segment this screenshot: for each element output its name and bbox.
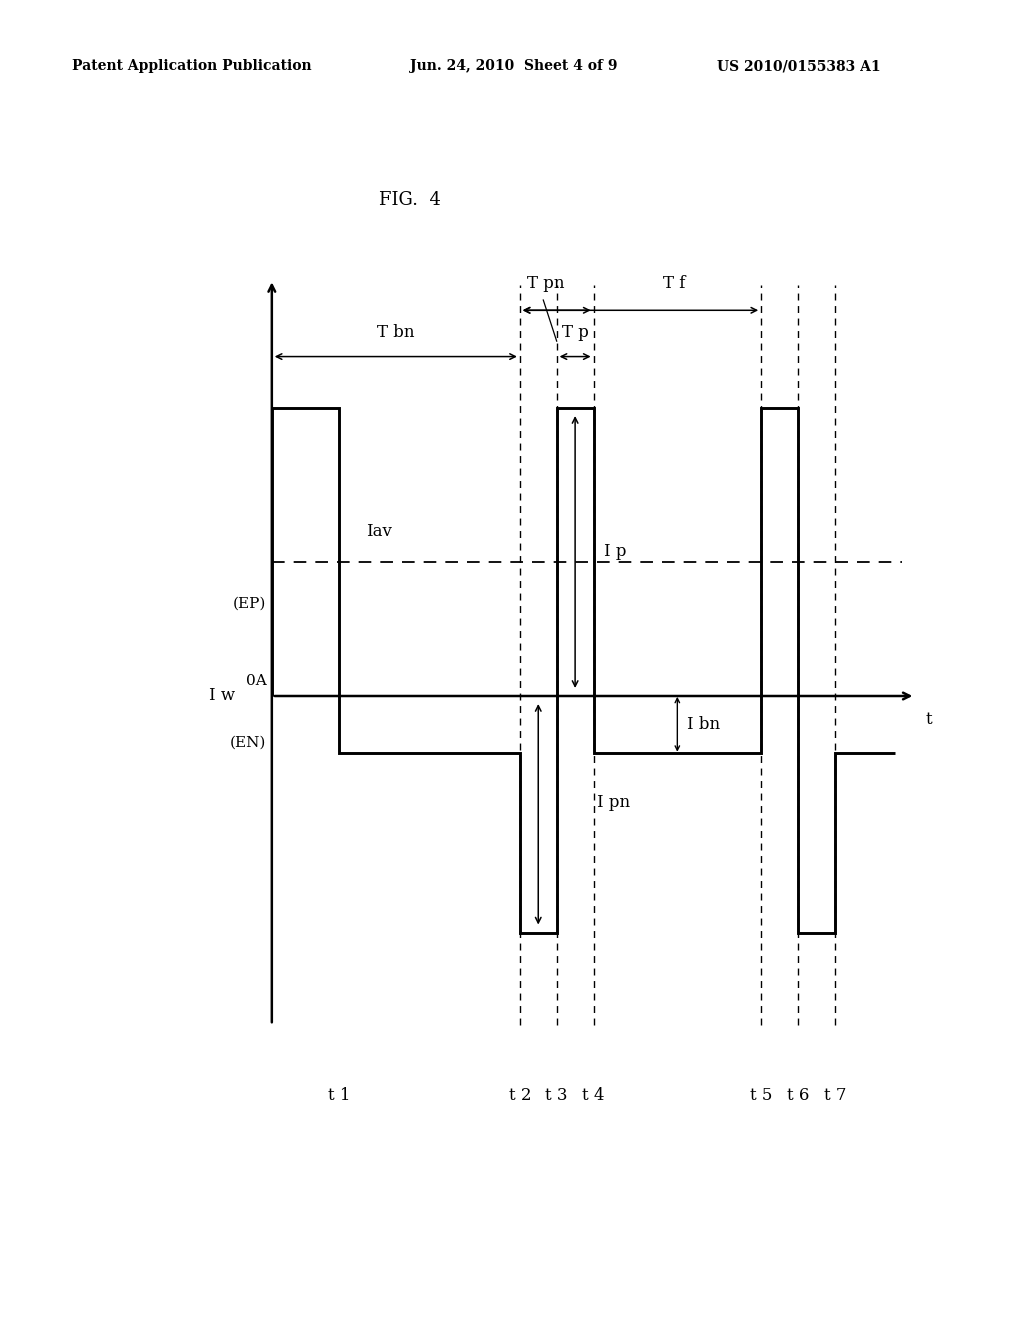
Text: US 2010/0155383 A1: US 2010/0155383 A1	[717, 59, 881, 74]
Text: I p: I p	[603, 544, 626, 561]
Text: t 3: t 3	[546, 1086, 568, 1104]
Text: Jun. 24, 2010  Sheet 4 of 9: Jun. 24, 2010 Sheet 4 of 9	[410, 59, 617, 74]
Text: I w: I w	[209, 688, 234, 705]
Text: T bn: T bn	[377, 325, 415, 341]
Text: (EP): (EP)	[233, 597, 266, 610]
Text: t 4: t 4	[583, 1086, 605, 1104]
Text: I bn: I bn	[687, 715, 721, 733]
Text: FIG.  4: FIG. 4	[379, 191, 440, 210]
Text: t 6: t 6	[786, 1086, 809, 1104]
Text: T p: T p	[562, 325, 589, 341]
Text: 0A: 0A	[246, 673, 266, 688]
Text: t: t	[926, 711, 932, 729]
Text: T f: T f	[663, 275, 685, 292]
Text: T pn: T pn	[526, 275, 564, 292]
Text: t 2: t 2	[509, 1086, 531, 1104]
Text: (EN): (EN)	[230, 735, 266, 750]
Text: I pn: I pn	[597, 793, 630, 810]
Text: Iav: Iav	[366, 523, 391, 540]
Text: t 7: t 7	[823, 1086, 846, 1104]
Text: Patent Application Publication: Patent Application Publication	[72, 59, 311, 74]
Text: t 5: t 5	[750, 1086, 772, 1104]
Text: t 1: t 1	[328, 1086, 350, 1104]
